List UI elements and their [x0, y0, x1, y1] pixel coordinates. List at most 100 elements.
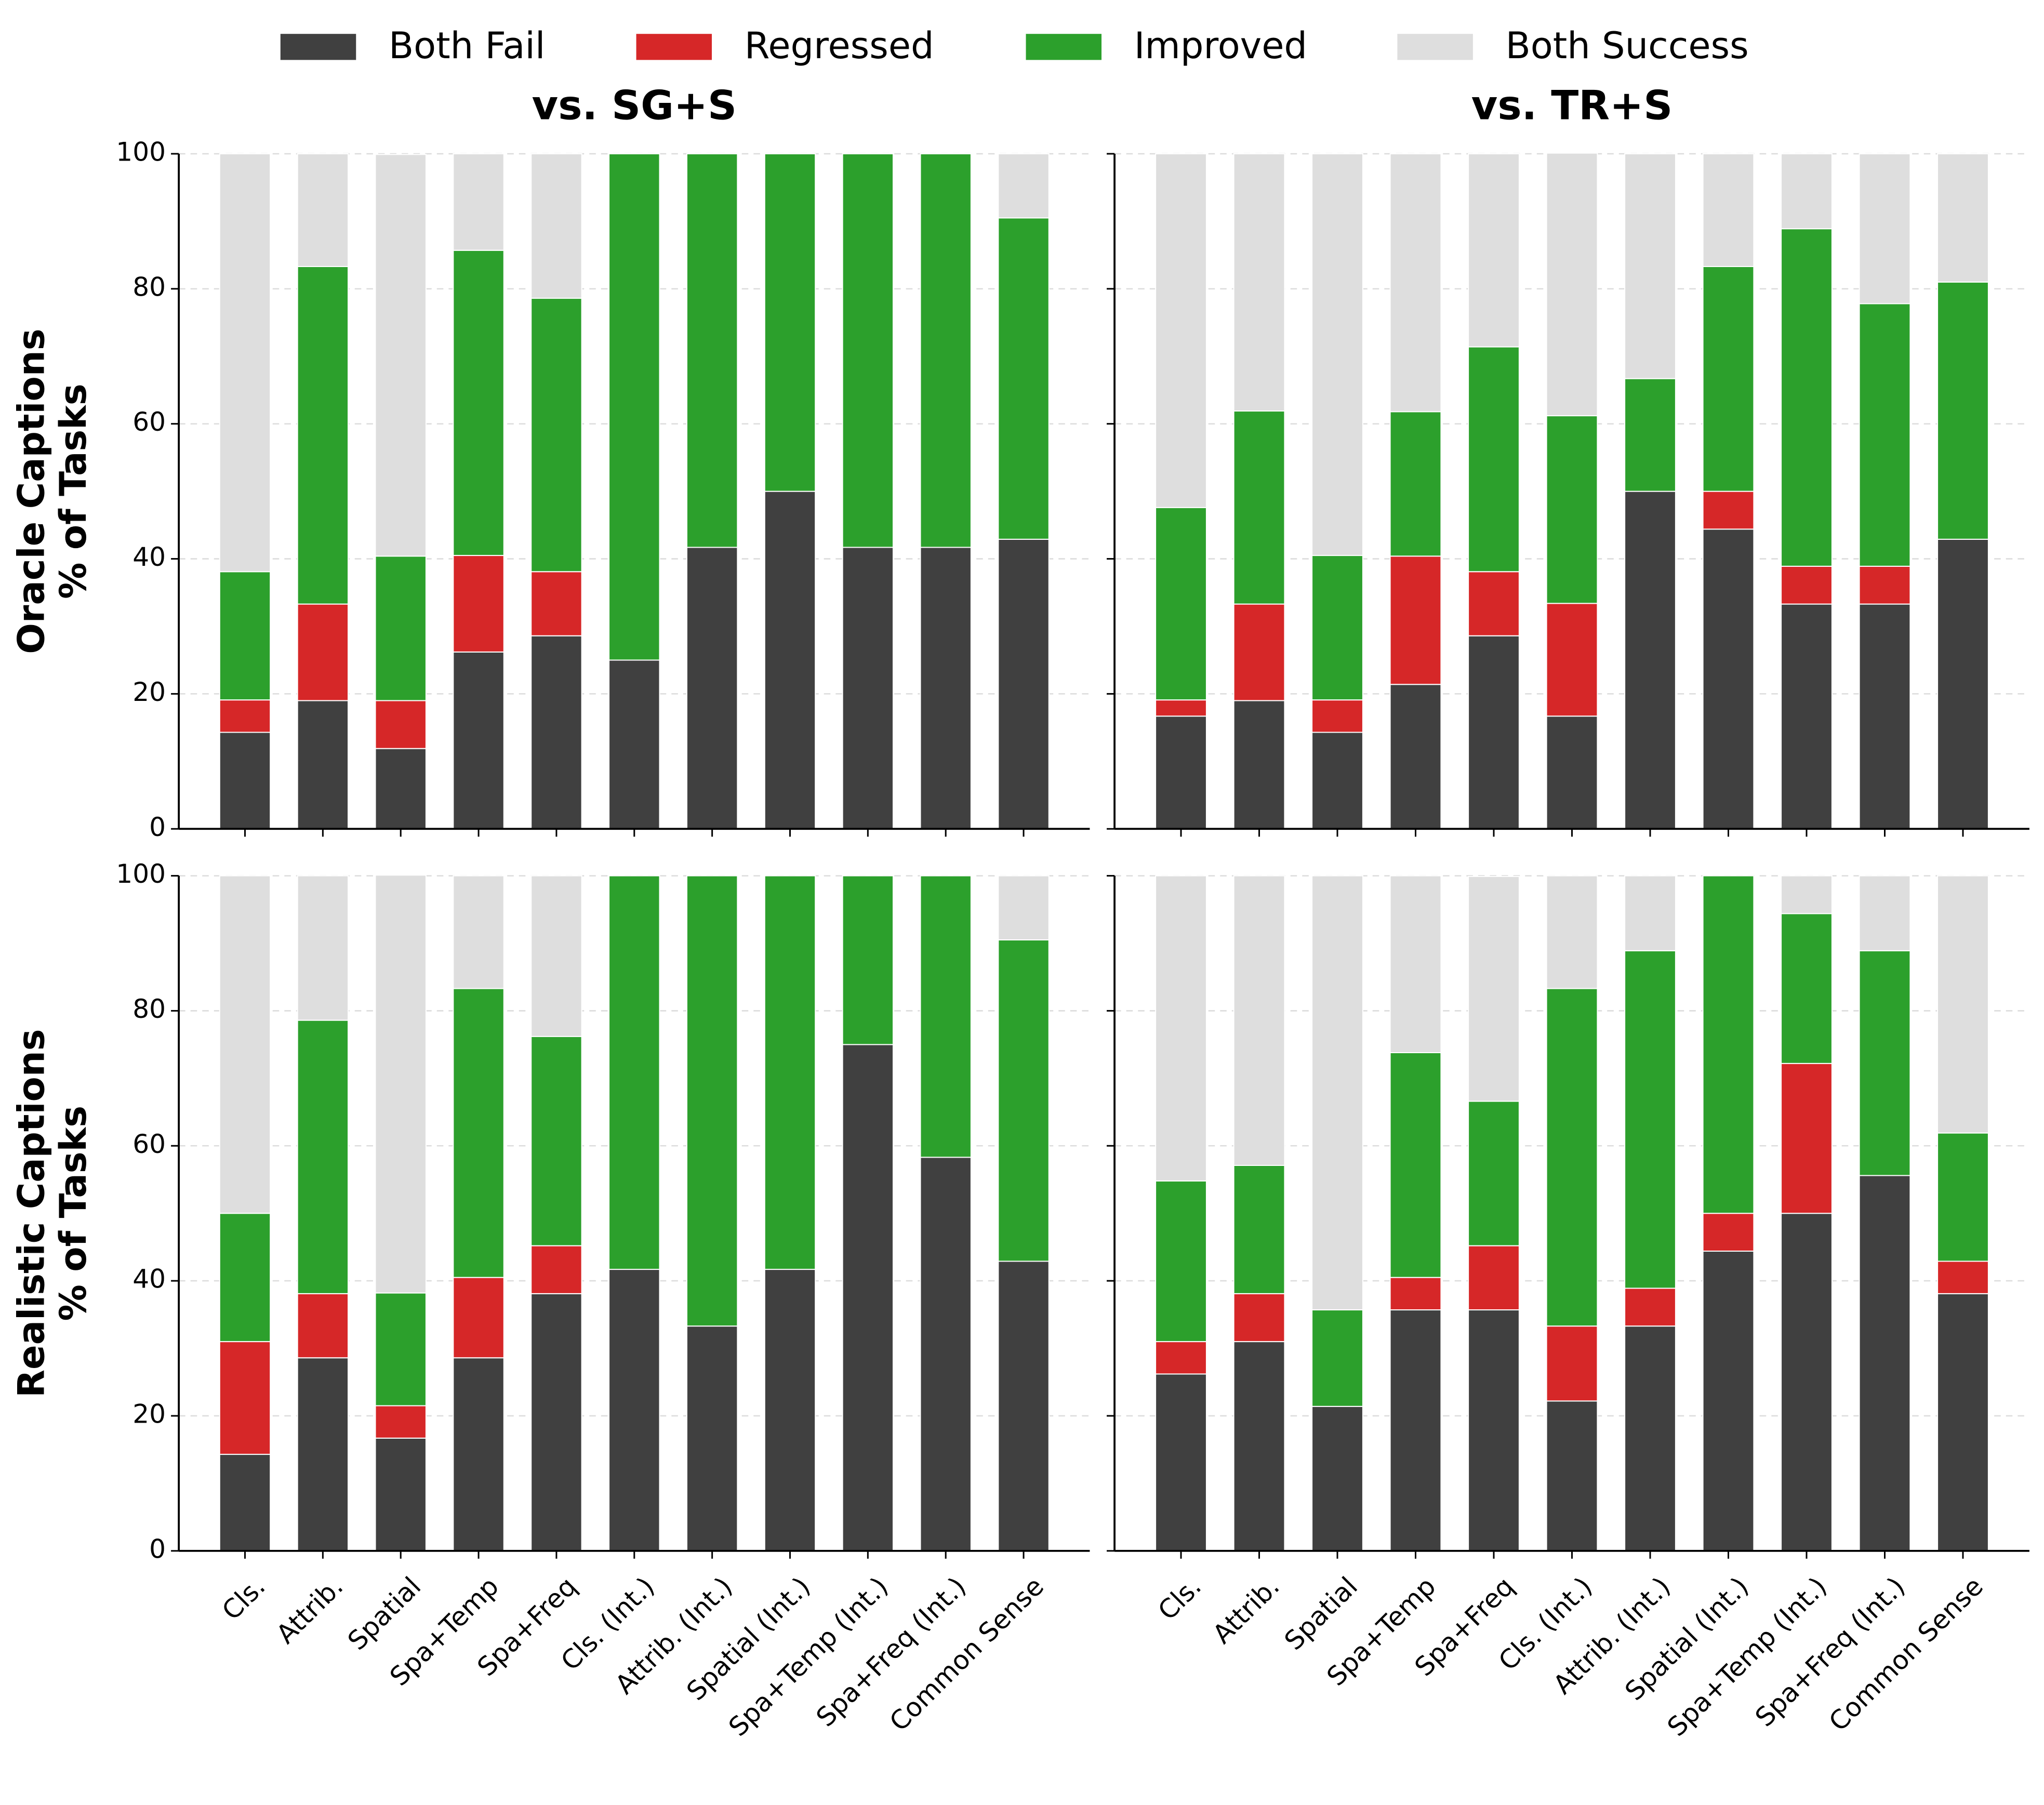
bar-segment	[1311, 732, 1363, 830]
bar-segment	[1233, 1341, 1285, 1551]
bar-segment	[1311, 153, 1363, 556]
bar-segment	[920, 875, 972, 1158]
y-tick-label: 0	[149, 1533, 166, 1564]
bar-segment	[375, 1405, 427, 1439]
bar-segment	[1624, 875, 1676, 951]
bar-segment	[1937, 1260, 1989, 1294]
bar-segment	[1233, 875, 1285, 1166]
y-tick-label: 40	[132, 1264, 166, 1294]
bar-segment	[1468, 875, 1520, 1102]
legend-label: Improved	[1134, 24, 1307, 67]
bar-segment	[1781, 565, 1833, 605]
bar-segment	[530, 571, 582, 636]
bar-segment	[1546, 415, 1598, 604]
bar-segment	[998, 1260, 1050, 1551]
bar-segment	[1781, 1213, 1833, 1551]
x-tick-label: Attrib.	[270, 1571, 349, 1649]
bar-segment	[219, 571, 271, 701]
bar-segment	[1781, 153, 1833, 230]
bar-segment	[998, 875, 1050, 941]
bar-segment	[453, 651, 505, 830]
bar-segment	[375, 874, 427, 1294]
bar-segment	[920, 1157, 972, 1551]
bar-segment	[764, 1269, 816, 1551]
bar-segment	[1624, 490, 1676, 830]
legend-swatch	[1026, 34, 1102, 60]
bar-segment	[375, 700, 427, 749]
y-tick-label: 20	[132, 1399, 166, 1429]
bar-segment	[1859, 303, 1911, 567]
bar-segment	[1155, 1341, 1207, 1375]
legend-label: Both Success	[1506, 24, 1749, 67]
bar-segment	[1468, 346, 1520, 573]
bar-segment	[764, 490, 816, 830]
bar-segment	[453, 555, 505, 653]
bar-segment	[297, 1357, 349, 1551]
y-axis-label: Oracle Captions	[10, 328, 53, 654]
bar-segment	[1702, 528, 1755, 830]
bar-segment	[1233, 153, 1285, 412]
bar-segment	[608, 875, 660, 1270]
bar-segment	[453, 875, 505, 989]
bar-segment	[1468, 153, 1520, 348]
bar-segment	[1781, 913, 1833, 1064]
bar-segment	[1311, 555, 1363, 701]
bar-segment	[219, 732, 271, 830]
bar-segment	[1468, 635, 1520, 830]
bar-segment	[1937, 1132, 1989, 1262]
bar-segment	[219, 1454, 271, 1551]
bar-segment	[1624, 1288, 1676, 1327]
y-tick-label: 80	[132, 271, 166, 302]
bar-segment	[530, 875, 582, 1037]
bar-segment	[1311, 1405, 1363, 1551]
bar-segment	[219, 699, 271, 733]
y-axis-label: % of Tasks	[52, 383, 95, 599]
bar-segment	[1155, 507, 1207, 701]
legend-swatch	[1397, 34, 1473, 60]
y-axis-label: Realistic Captions	[10, 1029, 53, 1398]
y-tick-label: 60	[132, 1129, 166, 1159]
bar-segment	[1233, 1293, 1285, 1343]
bar-segment	[920, 547, 972, 830]
bar-segment	[1937, 153, 1989, 283]
bar-segment	[297, 1293, 349, 1359]
bar-segment	[375, 1437, 427, 1551]
bar-segment	[998, 538, 1050, 830]
bar-segment	[1624, 153, 1676, 379]
bar-segment	[842, 547, 894, 830]
bar-segment	[1155, 875, 1207, 1182]
bar-segment	[1859, 603, 1911, 830]
bar-segment	[920, 153, 972, 548]
bar-segment	[1311, 699, 1363, 733]
y-tick-label: 20	[132, 676, 166, 707]
y-tick-label: 60	[132, 406, 166, 437]
bar-segment	[686, 153, 738, 548]
bar-segment	[297, 875, 349, 1021]
legend-label: Regressed	[745, 24, 934, 67]
bar-segment	[1937, 875, 1989, 1134]
bar-segment	[686, 1325, 738, 1551]
bar-segment	[1233, 1164, 1285, 1294]
bar-segment	[1624, 1325, 1676, 1551]
bar-segment	[375, 154, 427, 557]
bar-segment	[453, 1357, 505, 1551]
bar-segment	[998, 153, 1050, 219]
bar-segment	[1546, 1325, 1598, 1402]
bar-segment	[1781, 228, 1833, 567]
bar-segment	[297, 1019, 349, 1294]
legend-label: Both Fail	[389, 24, 545, 67]
bar-segment	[530, 1036, 582, 1246]
bar-segment	[1468, 1245, 1520, 1311]
x-tick-label: Cls.	[216, 1571, 271, 1626]
bar-segment	[530, 153, 582, 299]
bar-segment	[1389, 875, 1442, 1053]
bar-segment	[1937, 538, 1989, 830]
bar-segment	[1702, 875, 1755, 1214]
bar-segment	[1468, 571, 1520, 636]
bar-segment	[1624, 950, 1676, 1289]
bar-segment	[1937, 281, 1989, 540]
bar-segment	[1389, 411, 1442, 557]
bar-segment	[1937, 1293, 1989, 1551]
bar-segment	[530, 298, 582, 573]
